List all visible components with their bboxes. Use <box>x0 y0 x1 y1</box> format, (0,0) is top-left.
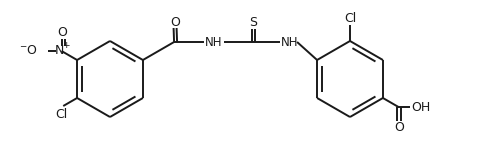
Text: S: S <box>249 16 257 30</box>
Text: NH: NH <box>281 35 299 49</box>
Text: +: + <box>62 41 69 49</box>
Text: OH: OH <box>411 100 430 114</box>
Text: O: O <box>395 121 405 133</box>
Text: NH: NH <box>205 35 223 49</box>
Text: Cl: Cl <box>344 13 356 25</box>
Text: $^{-}$O: $^{-}$O <box>19 44 37 57</box>
Text: N: N <box>55 43 64 57</box>
Text: Cl: Cl <box>55 108 67 121</box>
Text: O: O <box>170 16 180 30</box>
Text: O: O <box>58 27 68 40</box>
